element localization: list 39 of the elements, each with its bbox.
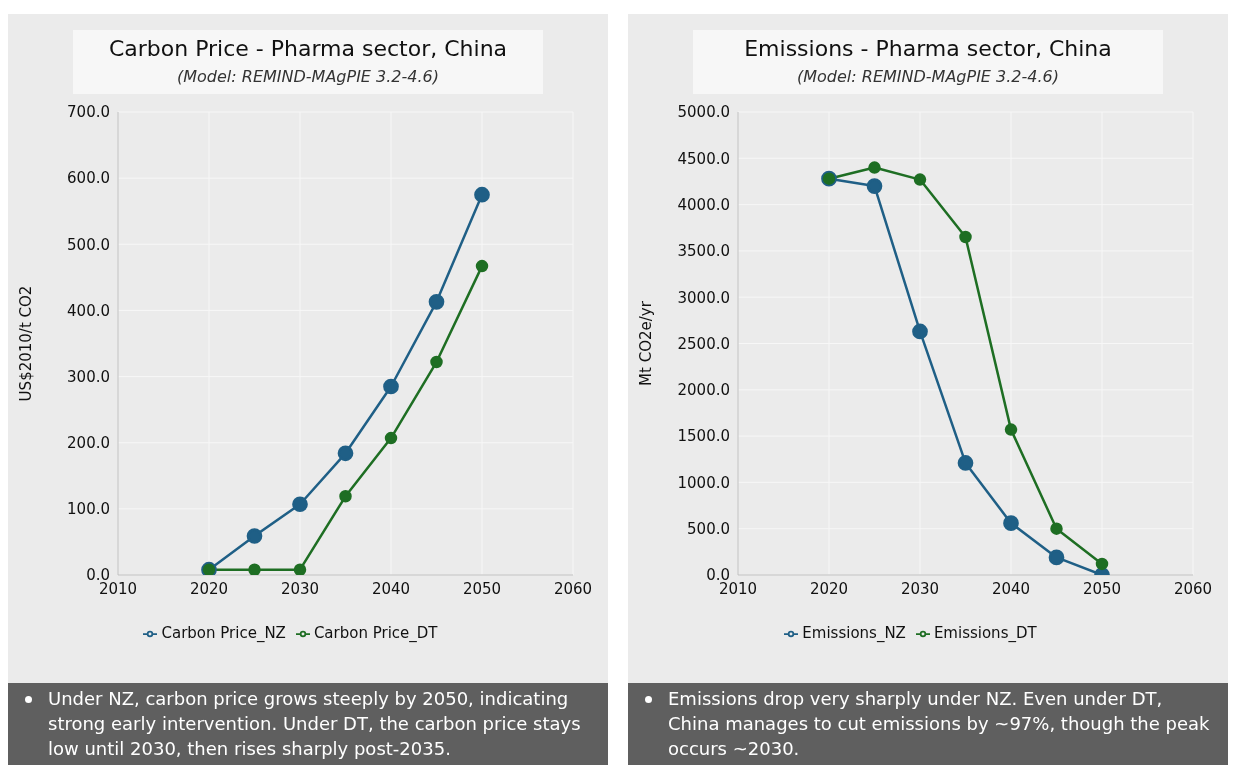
legend-label: Emissions_DT xyxy=(933,624,1037,642)
y-tick-label: 300.0 xyxy=(67,367,110,386)
text: Emissions drop very sharply under NZ. Even under DT, China manages to cut emissions by ~97%, though the peak occurs ~2030. xyxy=(628,683,1228,765)
y-tick-label: 400.0 xyxy=(67,301,110,320)
y-tick-label: 500.0 xyxy=(687,520,730,539)
x-tick-label: 2060 xyxy=(553,579,593,598)
y-axis-title: Mt CO2e/yr xyxy=(637,300,656,386)
y-tick-label: 1500.0 xyxy=(677,427,730,446)
legend-label: Carbon Price_DT xyxy=(313,624,438,642)
x-tick-label: 2050 xyxy=(462,579,502,598)
chart-title: Emissions - Pharma sector, China xyxy=(743,36,1113,61)
y-tick-label: 700.0 xyxy=(67,103,110,122)
y-tick-label: 600.0 xyxy=(67,169,110,188)
chart-subtitle: (Model: REMIND-MAgPIE 3.2-4.6) xyxy=(796,67,1060,86)
legend-label: Emissions_NZ xyxy=(802,624,906,642)
x-tick-label: 2060 xyxy=(1173,579,1213,598)
y-tick-label: 1000.0 xyxy=(677,473,730,492)
y-tick-label: 3000.0 xyxy=(677,288,730,307)
chart-subtitle: (Model: REMIND-MAgPIE 3.2-4.6) xyxy=(176,67,440,86)
y-tick-label: 2500.0 xyxy=(677,334,730,353)
y-tick-label: 4500.0 xyxy=(677,149,730,168)
x-tick-label: 2030 xyxy=(900,579,940,598)
chart-title: Carbon Price - Pharma sector, China xyxy=(107,36,509,61)
y-tick-label: 200.0 xyxy=(67,434,110,453)
y-axis-title: US$2010/t CO2 xyxy=(17,285,36,402)
y-tick-label: 5000.0 xyxy=(677,103,730,122)
x-tick-label: 2040 xyxy=(371,579,411,598)
x-tick-label: 2030 xyxy=(280,579,320,598)
x-tick-label: 2050 xyxy=(1082,579,1122,598)
x-tick-label: 2040 xyxy=(991,579,1031,598)
y-tick-label: 4000.0 xyxy=(677,195,730,214)
legend-label: Carbon Price_NZ xyxy=(161,624,286,642)
y-tick-label: 2000.0 xyxy=(677,381,730,400)
text: Under NZ, carbon price grows steeply by 2050, indicating strong early intervention. Under DT, the carbon price stays low until 2030, then rises sharply post-2035. xyxy=(8,683,608,765)
y-tick-label: 100.0 xyxy=(67,500,110,519)
x-tick-label: 2020 xyxy=(809,579,849,598)
x-tick-label: 2020 xyxy=(189,579,229,598)
y-tick-label: 500.0 xyxy=(67,235,110,254)
y-tick-label: 3500.0 xyxy=(677,242,730,261)
